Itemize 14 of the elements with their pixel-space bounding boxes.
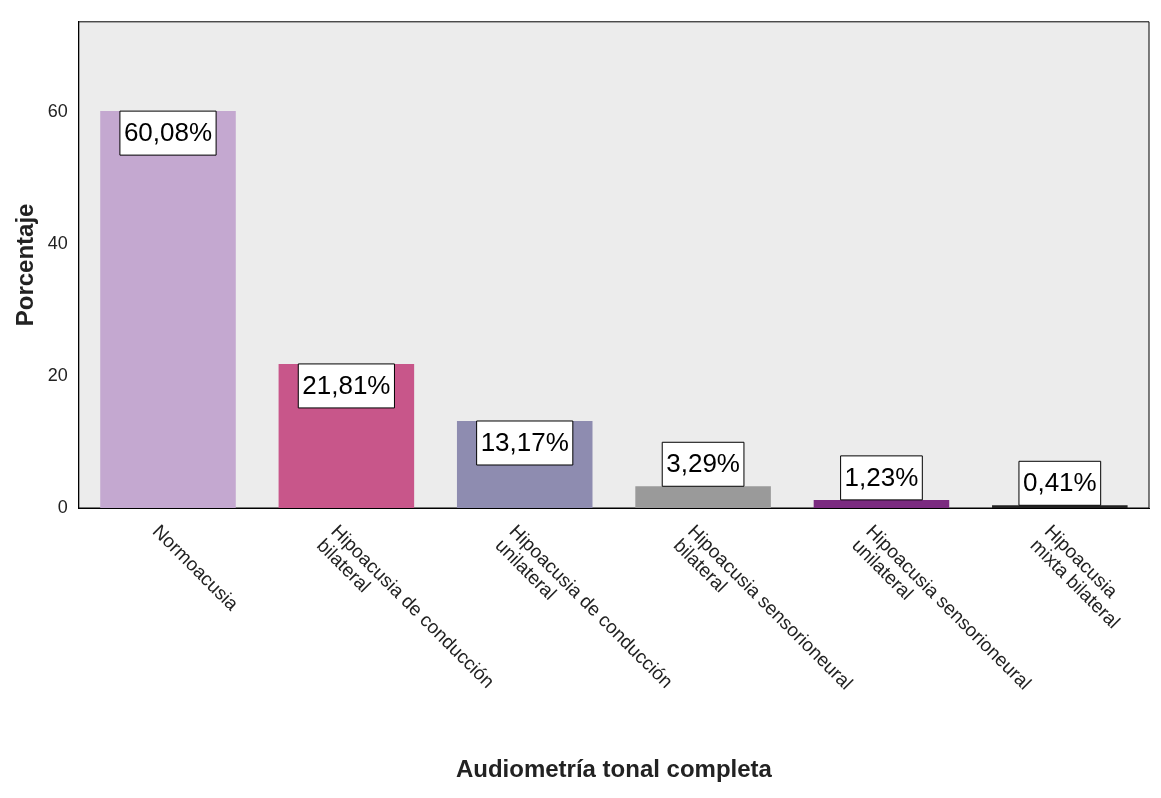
bar bbox=[813, 499, 950, 508]
y-axis-title: Porcentaje bbox=[11, 203, 39, 327]
y-tick-label: 40 bbox=[47, 232, 68, 253]
data-label: 3,29% bbox=[666, 448, 740, 479]
data-label: 21,81% bbox=[302, 370, 391, 401]
y-tick-label: 0 bbox=[57, 496, 68, 517]
x-axis-title: Audiometría tonal completa bbox=[455, 754, 773, 782]
data-label: 13,17% bbox=[480, 427, 569, 458]
y-tick-label: 60 bbox=[47, 100, 68, 121]
data-label: 60,08% bbox=[123, 117, 213, 148]
data-label: 0,41% bbox=[1022, 467, 1097, 498]
y-tick-label: 20 bbox=[47, 364, 68, 385]
data-label: 1,23% bbox=[844, 462, 919, 493]
bar bbox=[100, 111, 236, 508]
